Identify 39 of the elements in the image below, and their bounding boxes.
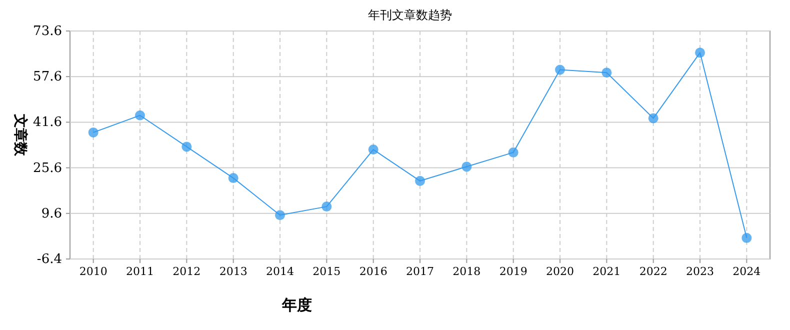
x-tick-label: 2013	[219, 265, 248, 278]
x-tick-label: 2020	[546, 265, 574, 278]
y-tick-label: 41.6	[33, 115, 62, 130]
point	[555, 64, 565, 75]
point	[462, 162, 472, 172]
x-tick-label: 2021	[592, 265, 621, 278]
y-axis-title: 文章数	[12, 113, 29, 157]
x-tick-label: 2015	[312, 265, 341, 278]
chart-title: 年刊文章数趋势	[368, 8, 452, 22]
y-tick-label: 9.6	[41, 206, 62, 222]
x-tick-label: 2016	[359, 265, 388, 278]
x-tick-label: 2019	[499, 265, 528, 278]
point	[322, 202, 332, 212]
x-tick-label: 2014	[266, 265, 294, 278]
point	[415, 176, 425, 186]
x-tick-label: 2022	[639, 265, 668, 278]
x-tick-label: 2017	[406, 265, 434, 278]
y-tick-label: -6.4	[36, 252, 62, 267]
point	[88, 127, 98, 138]
point	[368, 144, 378, 155]
x-tick-label: 2018	[452, 265, 481, 278]
y-tick-label: 57.6	[33, 70, 62, 85]
y-tick-label: 25.6	[33, 160, 62, 176]
point	[602, 68, 612, 78]
x-tick-label: 2012	[172, 265, 201, 278]
x-tick-label: 2011	[126, 265, 154, 278]
x-tick-label: 2023	[686, 265, 714, 278]
point	[648, 113, 658, 124]
x-axis-title: 年度	[281, 296, 312, 314]
x-tick-label: 2010	[79, 265, 108, 278]
point	[742, 232, 752, 243]
point	[275, 210, 285, 220]
point	[695, 48, 705, 58]
point	[228, 173, 238, 184]
point	[182, 142, 192, 152]
y-tick-label: 73.6	[33, 24, 62, 39]
point	[135, 110, 145, 120]
x-tick-label: 2024	[732, 265, 761, 278]
point	[508, 147, 518, 158]
